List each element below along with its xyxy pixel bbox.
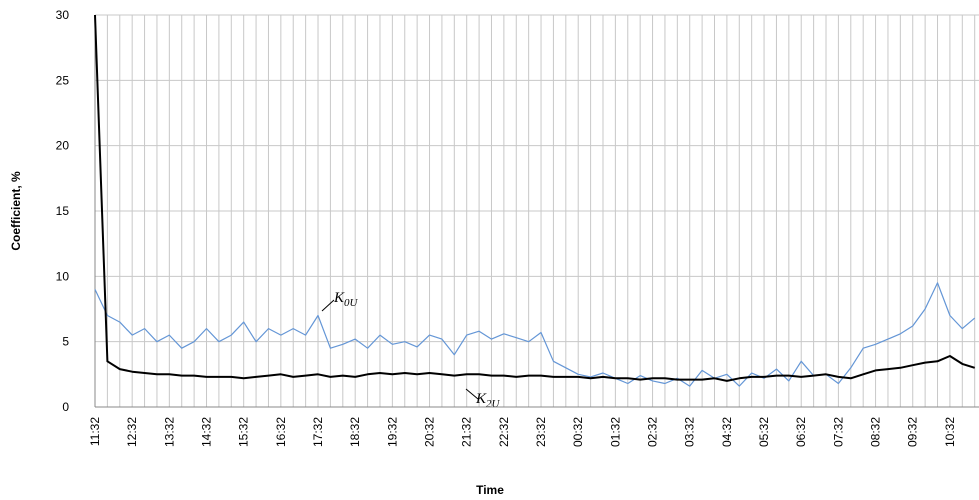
y-tick-label: 30: [56, 8, 70, 22]
y-tick-label: 0: [62, 400, 69, 414]
x-tick-label: 23:32: [534, 417, 548, 447]
x-tick-label: 05:32: [757, 417, 771, 447]
annotation: K0U: [333, 290, 359, 309]
x-tick-label: 03:32: [683, 417, 697, 447]
x-tick-label: 07:32: [831, 417, 845, 447]
x-tick-label: 04:32: [720, 417, 734, 447]
leader-line: [465, 388, 479, 400]
x-tick-label: 20:32: [423, 417, 437, 447]
x-axis-title: Time: [476, 483, 504, 497]
y-axis-title: Coefficient, %: [9, 171, 23, 251]
x-tick-label: 02:32: [646, 417, 660, 447]
x-tick-label: 16:32: [274, 417, 288, 447]
x-tick-label: 08:32: [869, 417, 883, 447]
y-tick-label: 10: [56, 269, 70, 283]
y-tick-label: 25: [56, 73, 70, 87]
y-tick-label: 20: [56, 139, 70, 153]
leader-line: [321, 299, 335, 312]
x-tick-label: 17:32: [311, 417, 325, 447]
x-tick-label: 01:32: [608, 417, 622, 447]
data-line: [94, 14, 976, 382]
x-tick-label: 09:32: [906, 417, 920, 447]
x-tick-label: 12:32: [125, 417, 139, 447]
x-tick-label: 00:32: [571, 417, 585, 447]
x-tick-label: 13:32: [162, 417, 176, 447]
y-tick-label: 5: [62, 335, 69, 349]
data-line: [94, 282, 976, 387]
x-tick-label: 19:32: [385, 417, 399, 447]
x-tick-label: 15:32: [237, 417, 251, 447]
x-tick-label: 18:32: [348, 417, 362, 447]
x-tick-label: 14:32: [200, 417, 214, 447]
x-tick-label: 10:32: [943, 417, 957, 447]
x-tick-label: 11:32: [88, 417, 102, 446]
x-tick-label: 06:32: [794, 417, 808, 447]
y-tick-label: 15: [56, 204, 70, 218]
x-tick-label: 21:32: [460, 417, 474, 447]
x-tick-label: 22:32: [497, 417, 511, 447]
